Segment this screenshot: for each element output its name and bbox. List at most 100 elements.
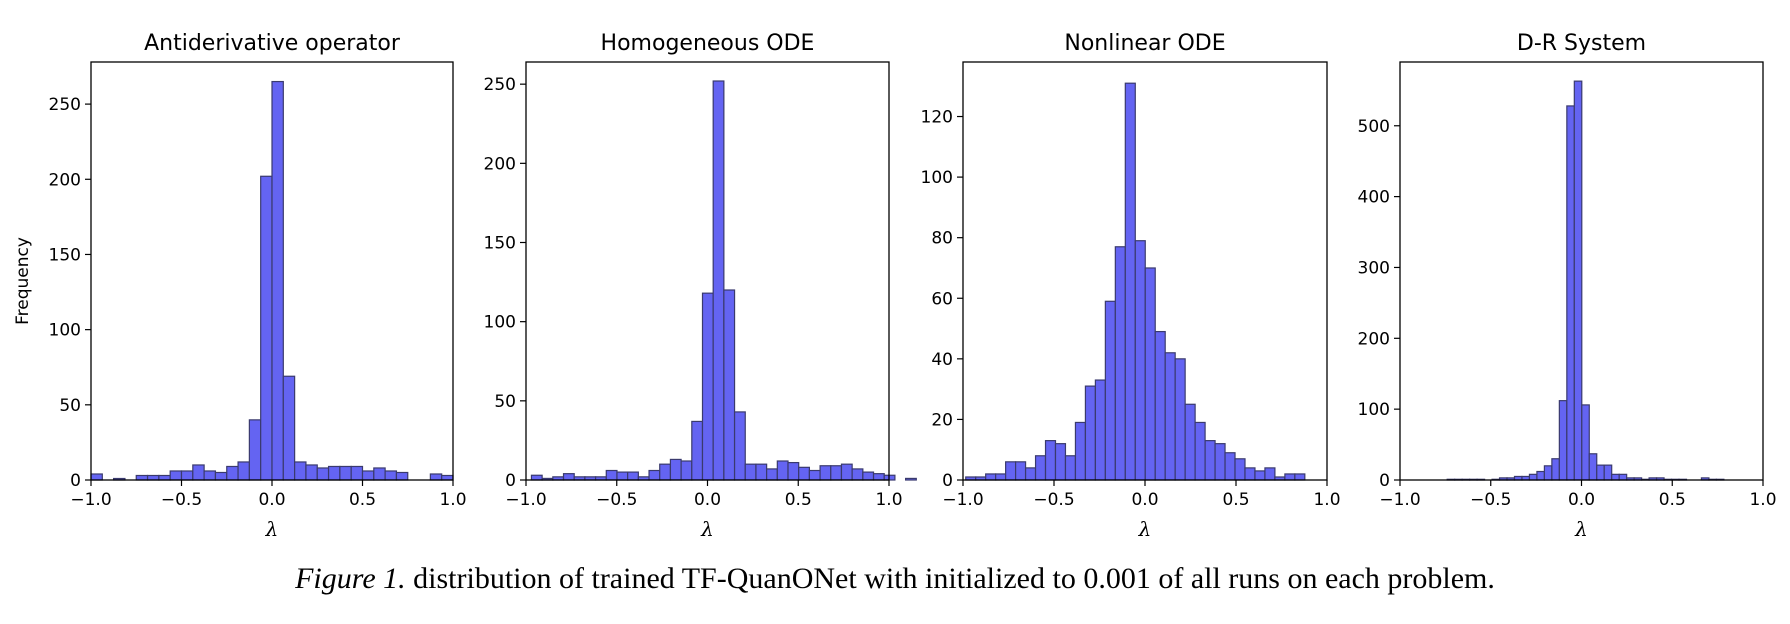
- histogram-bar: [680, 460, 693, 481]
- x-tick-label: −0.5: [1033, 490, 1074, 510]
- histogram-bar: [723, 289, 736, 481]
- histogram-bar: [1551, 458, 1560, 481]
- histogram-bar: [1174, 358, 1186, 481]
- histogram-bar: [776, 460, 789, 481]
- histogram-bar: [1581, 404, 1590, 481]
- x-tick-label: 1.0: [875, 490, 902, 510]
- histogram-bar: [1064, 455, 1077, 481]
- histogram-bar: [316, 467, 330, 481]
- histogram-bar: [237, 461, 250, 481]
- histogram-bar: [1094, 379, 1106, 481]
- histogram-bar: [395, 471, 409, 481]
- histogram-bar: [669, 458, 682, 481]
- y-tick-label: 20: [931, 410, 953, 430]
- histogram-bar: [1536, 470, 1546, 481]
- y-tick-label: 250: [49, 95, 81, 115]
- chart-title: Antiderivative operator: [144, 31, 401, 56]
- histogram-bar: [158, 474, 171, 481]
- histogram-bar: [691, 420, 704, 481]
- histogram-bar: [1164, 352, 1176, 481]
- histogram-bar: [203, 470, 217, 481]
- x-tick-label: 0.5: [1659, 490, 1686, 510]
- x-tick-label: −1.0: [505, 490, 546, 510]
- y-tick-label: 60: [931, 289, 953, 309]
- histogram-bar: [1114, 246, 1126, 481]
- y-tick-label: 250: [484, 75, 516, 95]
- panel-antiderivative: −1.0 −0.5 0.0 0.5 1.0 0 50 100 150 200 250 Antideri…: [13, 31, 467, 541]
- caption-label: Figure 1.: [295, 562, 406, 595]
- histogram-bar: [146, 474, 160, 481]
- y-tick-label: 50: [494, 392, 516, 412]
- histogram-bar: [1134, 240, 1146, 481]
- histogram-bar: [1104, 300, 1116, 481]
- x-tick-label: 1.0: [439, 490, 466, 510]
- histogram-bar: [1124, 82, 1136, 481]
- histogram-bar: [180, 470, 194, 481]
- histogram-bar: [1184, 403, 1196, 481]
- y-tick-label: 200: [49, 170, 81, 190]
- x-tick-label: 0.0: [1131, 490, 1158, 510]
- histogram-bar: [339, 465, 352, 481]
- histogram-bar: [562, 473, 575, 481]
- y-tick-label: 100: [484, 313, 516, 333]
- y-tick-label: 0: [505, 471, 516, 491]
- histogram-bar: [616, 471, 629, 481]
- y-tick-label: 0: [942, 471, 953, 491]
- histogram-bar: [384, 470, 398, 481]
- histogram-bar: [1074, 421, 1087, 481]
- histogram-bar: [214, 471, 228, 481]
- histogram-bar: [1284, 473, 1296, 481]
- histogram-bar: [1294, 473, 1306, 481]
- histogram-bar: [1596, 464, 1605, 481]
- x-tick-label: −0.5: [1470, 490, 1511, 510]
- histogram-bar: [1014, 461, 1027, 481]
- histogram-bar: [260, 175, 273, 481]
- y-tick-label: 40: [931, 350, 953, 370]
- histogram-bar: [840, 463, 853, 481]
- histogram-bar: [1005, 461, 1017, 481]
- x-tick-label: 0.5: [349, 490, 376, 510]
- histogram-bar: [766, 468, 778, 481]
- histogram-bar: [1204, 440, 1216, 481]
- x-tick-label: 0.0: [258, 490, 285, 510]
- caption-text: distribution of trained TF-QuanONet with…: [405, 562, 1495, 595]
- histogram-bar: [282, 375, 296, 481]
- histogram-bar: [1543, 465, 1553, 481]
- chart-title: Homogeneous ODE: [601, 31, 815, 56]
- histogram-bar: [1034, 455, 1047, 481]
- histogram-bar: [798, 466, 810, 481]
- histogram-bar: [605, 469, 618, 481]
- chart-title: D-R System: [1517, 31, 1646, 56]
- x-tick-label: −1.0: [942, 490, 983, 510]
- x-axis-label: λ: [1138, 517, 1152, 541]
- y-tick-label: 300: [1358, 258, 1390, 278]
- x-tick-label: 0.0: [1568, 490, 1595, 510]
- histogram-bar: [169, 470, 183, 481]
- histogram-bar: [530, 474, 543, 481]
- x-axis-label: λ: [265, 517, 279, 541]
- histogram-bar: [648, 469, 661, 481]
- histogram-bar: [350, 465, 364, 481]
- histogram-bar: [659, 463, 672, 481]
- histogram-bar: [1224, 452, 1236, 481]
- y-tick-label: 150: [49, 245, 81, 265]
- panel-dr-system: −1.0 −0.5 0.0 0.5 1.0 0 100 200 300 400 500 D-R Sys…: [1358, 31, 1777, 541]
- x-tick-label: −0.5: [161, 490, 202, 510]
- histogram-bar: [1528, 473, 1538, 481]
- y-tick-label: 100: [49, 321, 81, 341]
- y-tick-label: 150: [484, 234, 516, 254]
- histogram-bar: [787, 461, 800, 481]
- y-tick-label: 0: [70, 471, 81, 491]
- histogram-bar: [1618, 473, 1628, 481]
- figure-canvas: −1.0 −0.5 0.0 0.5 1.0050100150200250Antideri…: [13, 31, 1777, 541]
- y-tick-label: 80: [931, 229, 953, 249]
- panel-nonlinear-ode: −1.0 −0.5 0.0 0.5 1.0 0 20 40 60 80 100 120 Nonlinea…: [921, 31, 1341, 541]
- x-tick-label: 0.0: [694, 490, 721, 510]
- histogram-bar: [1194, 421, 1206, 481]
- histogram-bar: [1044, 440, 1057, 481]
- histogram-bar: [905, 477, 917, 481]
- histogram-bar: [1573, 80, 1583, 481]
- histogram-bar: [327, 465, 341, 481]
- histogram-bar: [995, 473, 1007, 481]
- y-tick-label: 100: [921, 168, 953, 188]
